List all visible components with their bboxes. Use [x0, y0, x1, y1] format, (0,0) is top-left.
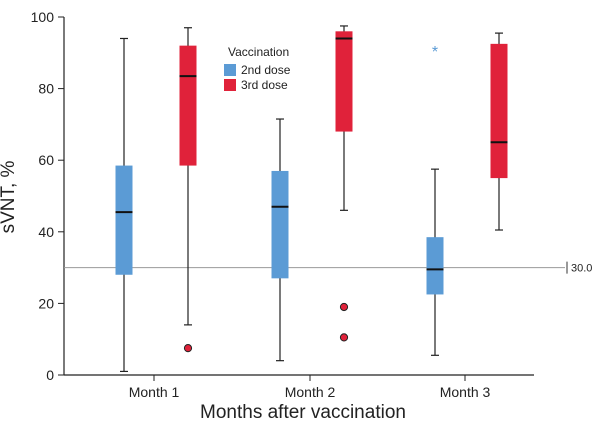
box-3rd-dose-month-3 [490, 43, 508, 179]
box-2nd-dose-month-3 [426, 237, 444, 295]
legend-swatch-2nd-dose [224, 64, 236, 76]
outlier-3rd-dose-month-2-1 [339, 302, 349, 312]
x-axis-title: Months after vaccination [200, 402, 406, 423]
box-3rd-dose-month-1 [179, 45, 197, 166]
y-tick-label-40: 40 [38, 224, 54, 240]
y-tick-label-0: 0 [46, 367, 54, 383]
x-tick-label-1: Month 1 [129, 384, 180, 400]
extreme-2nd-dose-month-3-1: * [432, 44, 438, 61]
box-3rd-dose-month-2 [335, 31, 353, 132]
outlier-3rd-dose-month-2-2 [339, 333, 349, 342]
reference-line-label: 30.0 [571, 263, 592, 275]
legend-label-3rd-dose: 3rd dose [241, 78, 288, 92]
y-tick-label-60: 60 [38, 152, 54, 168]
x-tick-label-2: Month 2 [285, 384, 336, 400]
plot-area: 0 20 40 60 80 100 Month 1 Month 2 Month 3 30.0 * [31, 9, 593, 400]
outlier-3rd-dose-month-1-1 [183, 344, 193, 353]
box-2nd-dose-month-2 [271, 170, 289, 279]
y-tick-label-80: 80 [38, 81, 54, 97]
y-axis-title: sVNT, % [0, 160, 19, 233]
box-2nd-dose-month-1 [115, 165, 133, 275]
legend-swatch-3rd-dose [224, 79, 236, 91]
y-tick-label-20: 20 [38, 295, 54, 311]
legend: Vaccination 2nd dose 3rd dose [224, 45, 291, 92]
x-tick-label-3: Month 3 [440, 384, 491, 400]
y-tick-label-100: 100 [31, 9, 55, 25]
legend-title: Vaccination [228, 45, 289, 59]
legend-label-2nd-dose: 2nd dose [241, 63, 291, 77]
